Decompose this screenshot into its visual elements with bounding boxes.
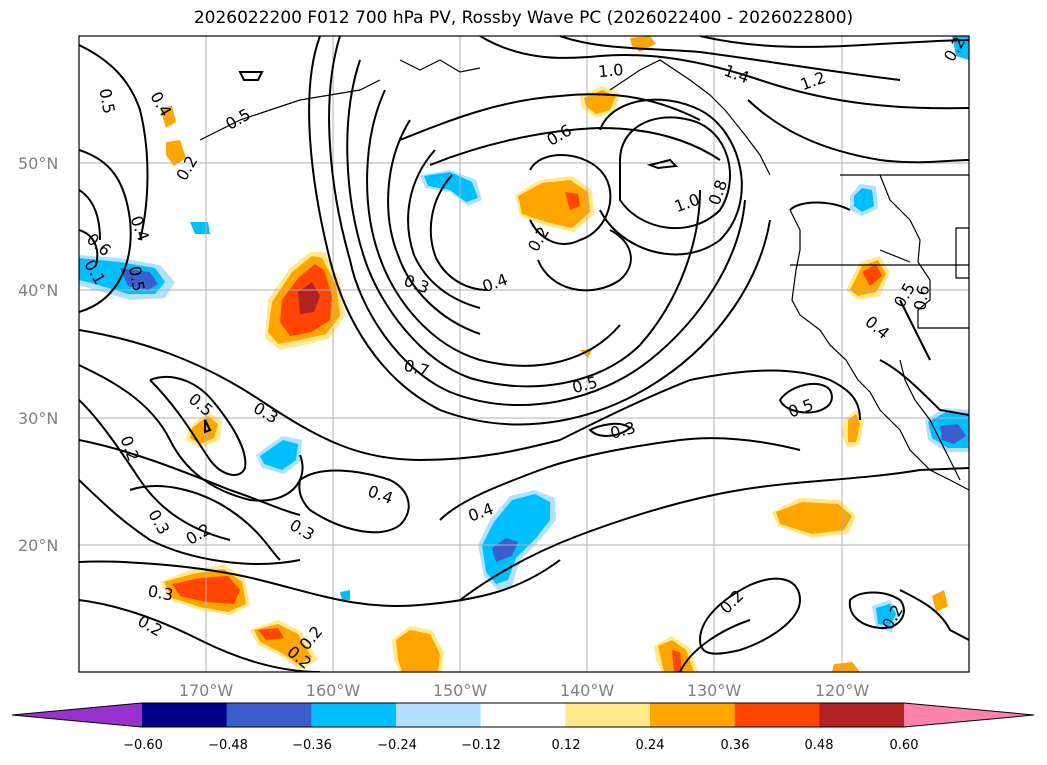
lat-label: 50°N <box>18 154 58 173</box>
lat-label: 20°N <box>18 536 58 555</box>
colorbar-tick-label: 0.48 <box>805 738 834 753</box>
colorbar-extend-low <box>12 703 142 727</box>
lon-label: 140°W <box>560 681 615 700</box>
map-plot-area: 0.5 0.4 0.2 0.4 0.6 0.1 0.5 0.2 0.2 0.3 … <box>79 36 969 672</box>
colorbar-segment <box>142 703 228 727</box>
lat-label: 40°N <box>18 281 58 300</box>
colorbar-tick-label: −0.12 <box>461 738 501 753</box>
colorbar-extend-high <box>904 703 1034 727</box>
lon-label: 130°W <box>687 681 742 700</box>
lat-label: 30°N <box>18 409 58 428</box>
colorbar-tick-label: −0.60 <box>123 738 163 753</box>
colorbar-tick-label: −0.24 <box>377 738 417 753</box>
coastlines <box>199 59 969 491</box>
contour-label: 0.5 <box>95 87 118 115</box>
lon-label: 150°W <box>433 681 488 700</box>
contour-label: 0.5 <box>125 265 148 293</box>
colorbar-segment <box>734 703 820 727</box>
colorbar-segment <box>565 703 651 727</box>
colorbar-segment <box>480 703 566 727</box>
contour-label: 0.6 <box>910 284 933 312</box>
pv-contours <box>79 36 969 672</box>
lon-label: 160°W <box>306 681 361 700</box>
colorbar-tick-label: 0.12 <box>552 738 581 753</box>
lon-label: 170°W <box>179 681 234 700</box>
anomaly-shading <box>79 36 969 672</box>
colorbar-segment <box>650 703 736 727</box>
lon-label: 120°W <box>815 681 870 700</box>
colorbar-tick-label: 0.60 <box>890 738 919 753</box>
lat-labels: 50°N 40°N 30°N 20°N <box>18 154 58 555</box>
lon-labels: 170°W 160°W 150°W 140°W 130°W 120°W <box>179 681 870 700</box>
map-frame <box>78 35 970 673</box>
colorbar-tick-label: −0.36 <box>292 738 332 753</box>
colorbar-outline <box>11 702 1035 728</box>
colorbar <box>11 702 1035 728</box>
colorbar-segment <box>819 703 905 727</box>
colorbar-segment <box>311 703 397 727</box>
colorbar-tick-label: 0.24 <box>636 738 665 753</box>
colorbar-ticks: −0.60 −0.48 −0.36 −0.24 −0.12 0.12 0.24 … <box>123 738 918 753</box>
gridlines <box>79 36 969 672</box>
map-title: 2026022200 F012 700 hPa PV, Rossby Wave … <box>193 8 854 28</box>
colorbar-segment <box>226 703 312 727</box>
colorbar-tick-label: 0.36 <box>721 738 750 753</box>
contour-label: 0.3 <box>146 581 174 604</box>
colorbar-tick-label: −0.48 <box>208 738 248 753</box>
colorbar-segment <box>396 703 482 727</box>
contour-label: 1.0 <box>597 60 624 81</box>
